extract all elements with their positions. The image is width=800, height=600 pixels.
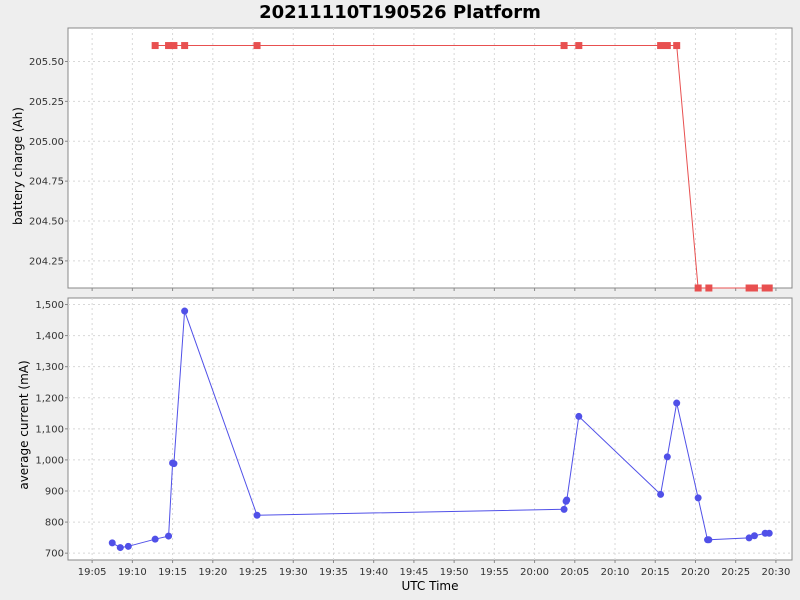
y-tick-label: 1,300 <box>35 362 64 373</box>
data-point <box>694 284 702 292</box>
panel-battery-charge-y-label: battery charge (Ah) <box>11 107 25 225</box>
data-point <box>170 42 178 50</box>
y-tick-label: 900 <box>45 487 64 498</box>
y-tick-label: 1,500 <box>35 300 64 311</box>
x-tick-label: 20:05 <box>560 567 589 578</box>
y-tick-label: 205.25 <box>29 97 64 108</box>
data-point <box>761 284 769 292</box>
x-tick-label: 19:40 <box>359 567 388 578</box>
x-tick-label: 19:55 <box>480 567 509 578</box>
y-tick-label: 800 <box>45 518 64 529</box>
data-point <box>575 412 583 420</box>
x-tick-label: 19:25 <box>239 567 268 578</box>
chart-title: 20211110T190526 Platform <box>259 2 541 23</box>
data-point <box>745 284 753 292</box>
x-axis-label: UTC Time <box>402 579 459 593</box>
panel-average-current-y-label: average current (mA) <box>17 360 31 489</box>
y-tick-label: 205.00 <box>29 137 64 148</box>
data-point <box>765 529 773 537</box>
x-tick-label: 19:05 <box>78 567 107 578</box>
x-tick-label: 20:25 <box>721 567 750 578</box>
data-point <box>563 496 571 504</box>
data-point <box>560 505 568 513</box>
y-tick-label: 204.75 <box>29 177 64 188</box>
x-axis-ticks: 19:05 19:10 19:15 19:20 19:25 19:30 19:35 19:40… <box>78 567 791 578</box>
data-point <box>181 42 189 50</box>
y-tick-label: 1,200 <box>35 393 64 404</box>
x-tick-label: 19:50 <box>440 567 469 578</box>
data-point <box>165 42 173 50</box>
data-point <box>745 534 753 542</box>
data-point <box>705 536 713 544</box>
data-point <box>165 532 173 540</box>
x-tick-label: 20:20 <box>681 567 710 578</box>
data-point <box>170 460 178 468</box>
data-point <box>116 544 124 552</box>
y-tick-label: 205.50 <box>29 57 64 68</box>
x-tick-label: 19:20 <box>198 567 227 578</box>
data-point <box>663 42 671 50</box>
data-point <box>151 535 159 543</box>
data-point <box>151 42 159 50</box>
panel-battery-charge: 204.25 204.50 204.75 205.00 205.25 205.50 bat… <box>11 27 793 292</box>
y-tick-label: 204.25 <box>29 256 64 267</box>
x-tick-label: 19:35 <box>319 567 348 578</box>
data-point <box>750 532 758 540</box>
data-point <box>694 494 702 502</box>
x-tick-label: 19:10 <box>118 567 147 578</box>
x-tick-label: 19:30 <box>279 567 308 578</box>
data-point <box>673 399 681 407</box>
y-tick-label: 1,400 <box>35 331 64 342</box>
panel-average-current-series <box>108 307 773 552</box>
data-point <box>124 542 132 550</box>
data-point <box>253 511 261 519</box>
y-tick-label: 204.50 <box>29 217 64 228</box>
data-point <box>657 490 665 498</box>
x-tick-label: 19:15 <box>158 567 187 578</box>
x-tick-label: 19:45 <box>399 567 428 578</box>
panel-average-current-y-ticks: 700 800 900 1,000 1,100 1,200 1,300 1,400 1,500 <box>35 300 64 560</box>
panel-battery-charge-series <box>151 42 773 292</box>
x-tick-label: 20:30 <box>761 567 790 578</box>
data-point <box>750 284 758 292</box>
panel-average-current: 7008009001,0001,1001,2001,3001,4001,500 … <box>17 297 793 563</box>
y-tick-label: 1,100 <box>35 424 64 435</box>
x-tick-label: 20:10 <box>601 567 630 578</box>
panel-battery-charge-plot-area <box>67 27 793 289</box>
panel-average-current-grid <box>65 298 792 563</box>
data-point <box>673 42 681 50</box>
data-point <box>663 453 671 461</box>
data-point <box>181 307 189 315</box>
y-tick-label: 1,000 <box>35 455 64 466</box>
data-point <box>657 42 665 50</box>
data-point <box>253 42 261 50</box>
data-point <box>765 284 773 292</box>
panel-battery-charge-y-ticks: 204.25 204.50 204.75 205.00 205.25 205.50 <box>29 57 64 267</box>
x-tick-label: 20:15 <box>641 567 670 578</box>
data-point <box>560 42 568 50</box>
data-point <box>575 42 583 50</box>
y-tick-label: 700 <box>45 549 64 560</box>
x-tick-label: 20:00 <box>520 567 549 578</box>
data-point <box>108 539 116 547</box>
panel-battery-charge-grid <box>65 28 792 291</box>
data-point <box>705 284 713 292</box>
